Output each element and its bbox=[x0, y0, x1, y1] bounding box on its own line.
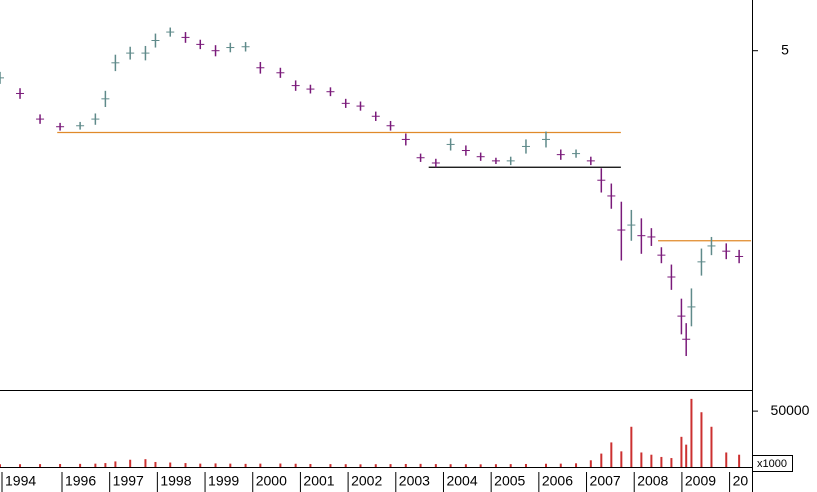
x-tick-label: 2007 bbox=[590, 473, 621, 489]
x-tick-label: 1996 bbox=[65, 473, 96, 489]
x-tick-label: 2004 bbox=[446, 473, 477, 489]
x-tick-label: 1998 bbox=[160, 473, 191, 489]
x-tick-label: 2001 bbox=[303, 473, 334, 489]
x-tick-label: 2002 bbox=[351, 473, 382, 489]
x-tick-label: 1994 bbox=[5, 473, 36, 489]
x-tick-label: 2005 bbox=[494, 473, 525, 489]
y-tick-label: 5 bbox=[781, 41, 789, 57]
x-tick-label: 2008 bbox=[637, 473, 668, 489]
x-tick-label: 20 bbox=[733, 473, 749, 489]
x-tick-label: 2009 bbox=[685, 473, 716, 489]
x-tick-label: 1999 bbox=[208, 473, 239, 489]
volume-unit: x1000 bbox=[757, 458, 787, 470]
x-tick-label: 1997 bbox=[113, 473, 144, 489]
volume-tick-label: 50000 bbox=[771, 402, 810, 418]
x-tick-label: 2006 bbox=[542, 473, 573, 489]
x-tick-label: 2000 bbox=[256, 473, 287, 489]
unit-box bbox=[752, 455, 793, 472]
x-tick-label: 2003 bbox=[399, 473, 430, 489]
